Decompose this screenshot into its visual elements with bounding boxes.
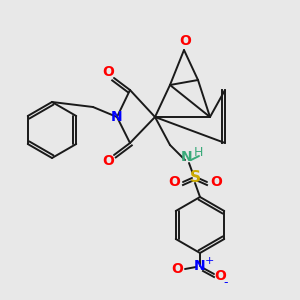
Text: O: O bbox=[179, 34, 191, 48]
Text: O: O bbox=[102, 65, 114, 79]
Text: O: O bbox=[171, 262, 183, 276]
Text: -: - bbox=[224, 277, 228, 290]
Text: N: N bbox=[111, 110, 123, 124]
Text: H: H bbox=[193, 146, 203, 160]
Text: O: O bbox=[210, 175, 222, 189]
Text: N: N bbox=[181, 150, 193, 164]
Text: S: S bbox=[190, 170, 200, 185]
Text: O: O bbox=[214, 269, 226, 283]
Text: +: + bbox=[204, 256, 214, 266]
Text: N: N bbox=[194, 259, 206, 273]
Text: O: O bbox=[102, 154, 114, 168]
Text: O: O bbox=[168, 175, 180, 189]
